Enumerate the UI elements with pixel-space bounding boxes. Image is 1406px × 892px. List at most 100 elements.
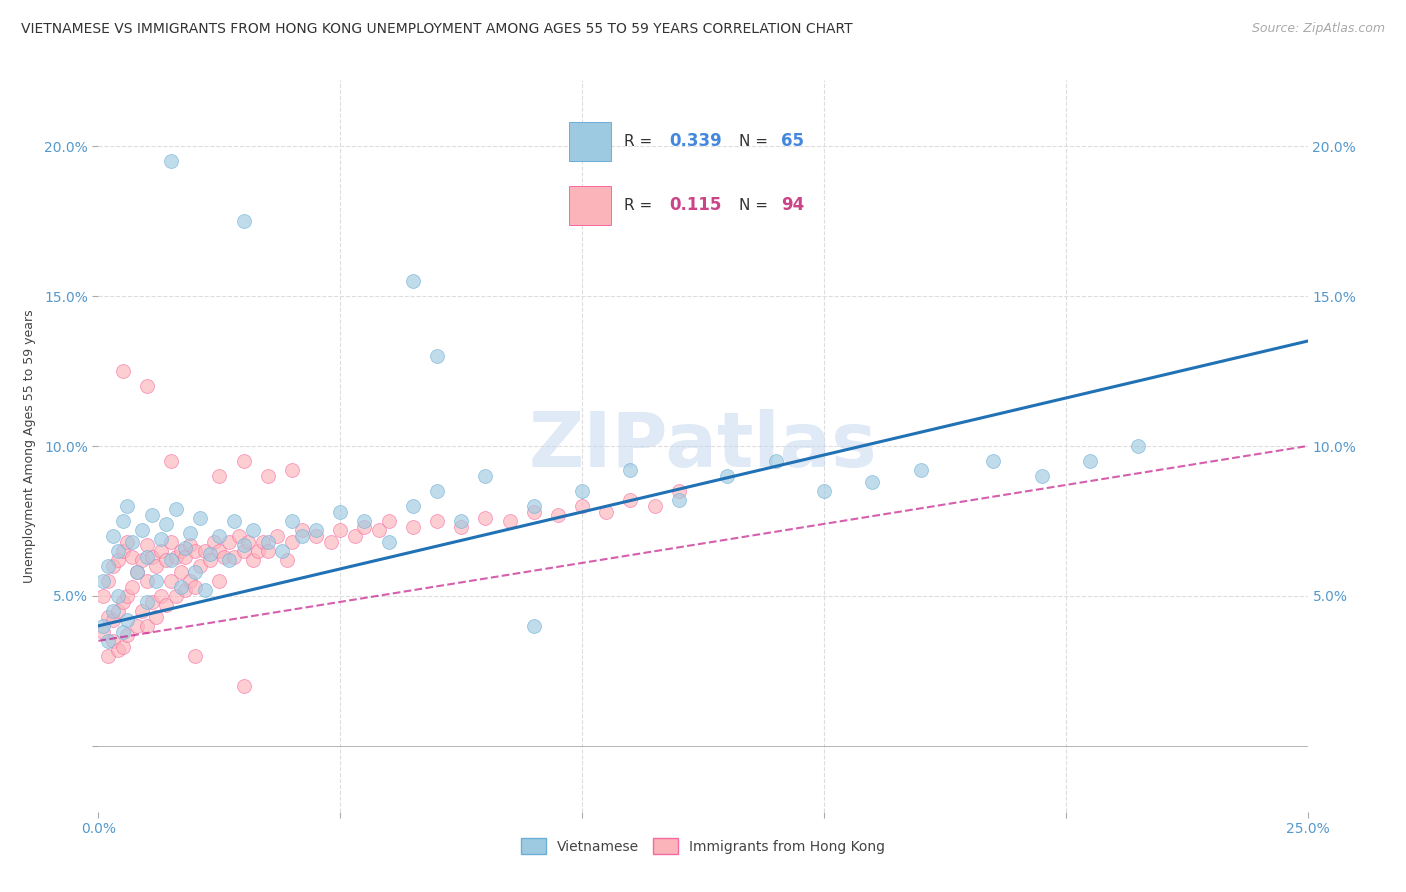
Point xyxy=(131,604,153,618)
Point xyxy=(860,475,883,489)
Point xyxy=(91,574,114,588)
Point xyxy=(107,604,129,618)
Point xyxy=(184,544,207,558)
Point xyxy=(145,558,167,573)
Point xyxy=(281,463,304,477)
Point xyxy=(184,648,207,663)
Point xyxy=(204,535,226,549)
Point xyxy=(595,505,617,519)
Point xyxy=(97,558,120,573)
Point xyxy=(276,553,298,567)
Point xyxy=(523,499,546,513)
Text: Source: ZipAtlas.com: Source: ZipAtlas.com xyxy=(1251,22,1385,36)
Point xyxy=(91,589,114,603)
Point xyxy=(101,529,124,543)
Point xyxy=(353,520,375,534)
Point xyxy=(319,535,342,549)
Point xyxy=(117,499,139,513)
Point xyxy=(97,648,120,663)
Point xyxy=(1078,454,1101,468)
Point xyxy=(402,274,425,288)
Point xyxy=(329,523,352,537)
Point xyxy=(101,613,124,627)
Point xyxy=(179,538,201,552)
Point xyxy=(135,379,157,393)
Point xyxy=(290,523,312,537)
Point xyxy=(426,514,449,528)
Point xyxy=(402,520,425,534)
Point xyxy=(232,214,254,228)
Point xyxy=(135,619,157,633)
Point xyxy=(184,565,207,579)
Point xyxy=(121,535,143,549)
Point xyxy=(194,582,217,597)
Point xyxy=(127,565,149,579)
Point xyxy=(252,535,274,549)
Point xyxy=(97,633,120,648)
Text: VIETNAMESE VS IMMIGRANTS FROM HONG KONG UNEMPLOYMENT AMONG AGES 55 TO 59 YEARS C: VIETNAMESE VS IMMIGRANTS FROM HONG KONG … xyxy=(21,22,852,37)
Point xyxy=(150,532,173,546)
Point xyxy=(523,505,546,519)
Point xyxy=(188,558,211,573)
Point xyxy=(232,538,254,552)
Point xyxy=(188,511,211,525)
Point xyxy=(145,610,167,624)
Point xyxy=(111,595,134,609)
Point xyxy=(547,508,569,522)
Point xyxy=(155,516,177,531)
Point xyxy=(208,574,231,588)
Point xyxy=(91,619,114,633)
Point xyxy=(101,633,124,648)
Point xyxy=(127,619,149,633)
Point xyxy=(121,580,143,594)
Point xyxy=(238,535,260,549)
Point xyxy=(281,535,304,549)
Point xyxy=(368,523,391,537)
Point xyxy=(127,565,149,579)
Point xyxy=(160,154,183,169)
Point xyxy=(160,535,183,549)
Point xyxy=(107,544,129,558)
Point xyxy=(232,454,254,468)
Point xyxy=(91,624,114,639)
Point xyxy=(1128,439,1150,453)
Point xyxy=(402,499,425,513)
Point xyxy=(169,544,191,558)
Point xyxy=(111,364,134,378)
Point xyxy=(474,469,496,483)
Point xyxy=(571,483,593,498)
Y-axis label: Unemployment Among Ages 55 to 59 years: Unemployment Among Ages 55 to 59 years xyxy=(22,310,35,582)
Point xyxy=(619,492,641,507)
Point xyxy=(377,514,399,528)
Point xyxy=(218,535,240,549)
Point xyxy=(97,610,120,624)
Point xyxy=(135,595,157,609)
Point xyxy=(165,589,187,603)
Point xyxy=(212,549,235,564)
Point xyxy=(160,454,183,468)
Point xyxy=(765,454,787,468)
Point xyxy=(208,529,231,543)
Point xyxy=(135,549,157,564)
Point xyxy=(150,589,173,603)
Point xyxy=(179,574,201,588)
Point xyxy=(450,514,472,528)
Point xyxy=(117,613,139,627)
Point xyxy=(155,598,177,612)
Point xyxy=(353,514,375,528)
Point xyxy=(97,574,120,588)
Point xyxy=(165,549,187,564)
Point xyxy=(329,505,352,519)
Point xyxy=(141,508,163,522)
Point xyxy=(290,529,312,543)
Point xyxy=(111,640,134,654)
Point xyxy=(377,535,399,549)
Point xyxy=(242,523,264,537)
Point xyxy=(184,580,207,594)
Point xyxy=(218,553,240,567)
Point xyxy=(910,463,932,477)
Point xyxy=(1031,469,1053,483)
Point xyxy=(716,469,738,483)
Point xyxy=(232,544,254,558)
Legend: Vietnamese, Immigrants from Hong Kong: Vietnamese, Immigrants from Hong Kong xyxy=(516,832,890,860)
